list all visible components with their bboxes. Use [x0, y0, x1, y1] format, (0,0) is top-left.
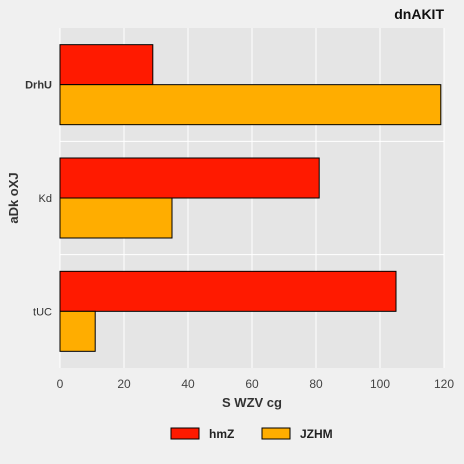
- bars: [59, 44, 442, 352]
- y-axis-title: aDk oXJ: [6, 172, 21, 223]
- legend-label: hmZ: [209, 427, 234, 441]
- y-tick-label: Kd: [39, 193, 52, 205]
- bar-JZHM-DrhU: [59, 84, 442, 126]
- legend-item-hmZ: hmZ: [170, 427, 234, 441]
- y-tick-label: DrhU: [25, 80, 52, 92]
- bar-hmZ-DrhU: [59, 44, 154, 86]
- x-tick-label: 0: [57, 377, 64, 391]
- x-tick-label: 60: [245, 377, 259, 391]
- x-tick-label: 20: [117, 377, 131, 391]
- legend-swatch: [170, 427, 200, 440]
- bar-hmZ-tUC: [59, 270, 397, 312]
- bar-hmZ-Kd: [59, 157, 320, 199]
- chart-title: dnAKIT: [394, 6, 444, 22]
- x-axis-ticks: 0 20 40 60 80 100 120: [57, 377, 455, 391]
- bar-JZHM-Kd: [59, 197, 173, 239]
- y-axis-ticks: DrhU Kd tUC: [25, 80, 52, 319]
- legend-swatch: [261, 427, 291, 440]
- bar-JZHM-tUC: [59, 310, 96, 352]
- legend-item-JZHM: JZHM: [261, 427, 333, 441]
- x-tick-label: 40: [181, 377, 195, 391]
- x-tick-label: 120: [434, 377, 454, 391]
- x-tick-label: 80: [309, 377, 323, 391]
- legend: hmZ JZHM: [170, 427, 333, 441]
- legend-label: JZHM: [300, 427, 333, 441]
- x-tick-label: 100: [370, 377, 390, 391]
- x-axis-title: S WZV cg: [222, 395, 282, 410]
- y-tick-label: tUC: [33, 306, 52, 318]
